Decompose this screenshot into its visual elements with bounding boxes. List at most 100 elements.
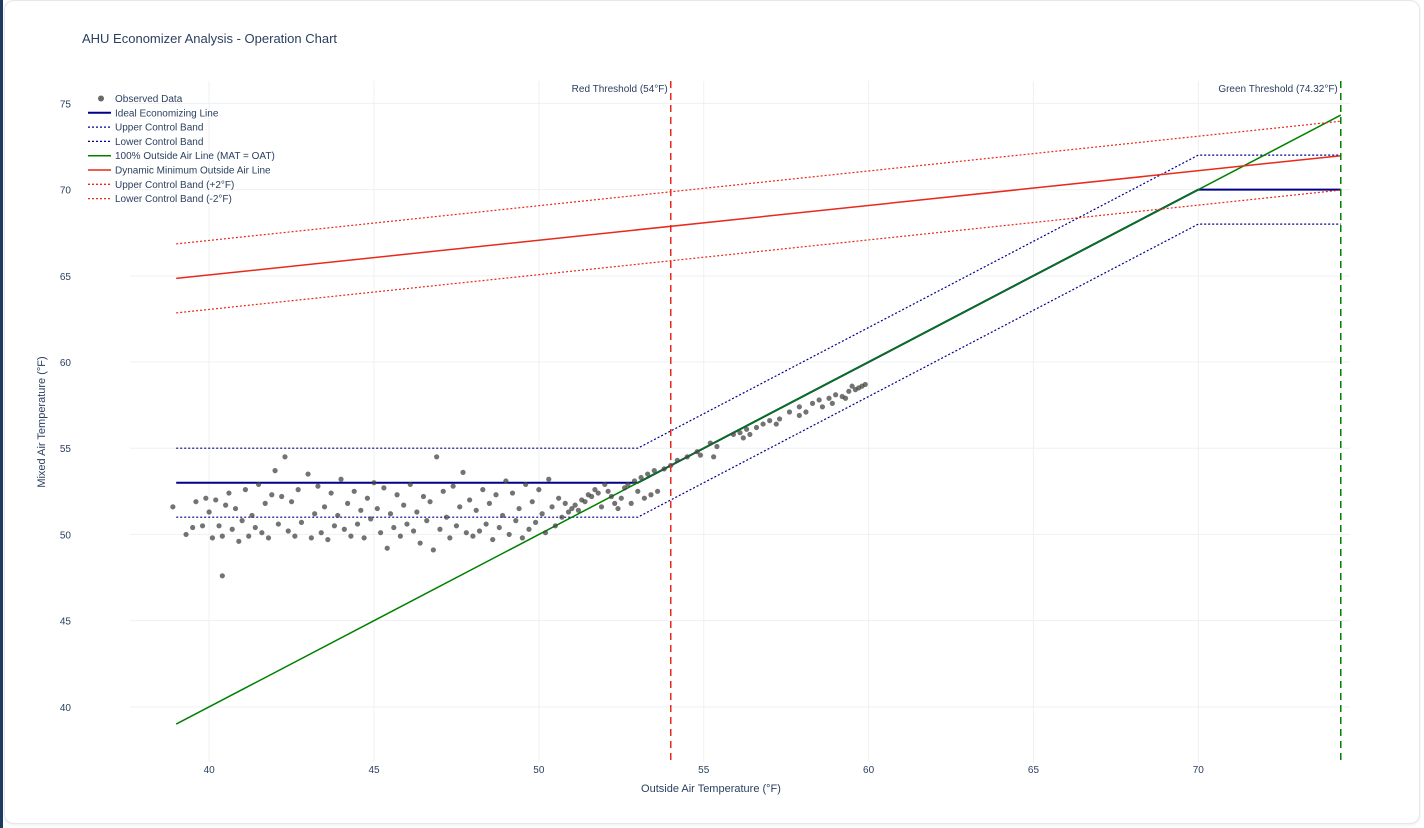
observed-data-point (434, 454, 440, 460)
observed-data-point (760, 421, 766, 427)
observed-data-point (216, 523, 222, 529)
observed-data-point (743, 426, 750, 432)
observed-data-point (275, 521, 281, 527)
observed-data-point (226, 490, 232, 496)
observed-data-point (552, 523, 558, 529)
observed-data-point (635, 488, 641, 494)
observed-data-point (295, 487, 301, 493)
observed-data-point (193, 499, 199, 505)
observed-data-point (453, 523, 460, 529)
observed-data-point (638, 474, 644, 481)
legend-label: 100% Outside Air Line (MAT = OAT) (115, 151, 275, 162)
legend-label: Lower Control Band (115, 137, 203, 148)
x-tick-label: 65 (1028, 765, 1040, 776)
observed-data-point (730, 431, 737, 438)
x-tick-label: 60 (863, 765, 875, 776)
threshold-label: Red Threshold (54°F) (572, 84, 668, 95)
observed-data-point (483, 521, 489, 527)
series-line-6 (176, 120, 1341, 245)
observed-data-point (569, 505, 575, 512)
observed-data-point (387, 511, 394, 517)
y-tick-label: 45 (60, 617, 72, 628)
observed-data-point (377, 530, 384, 536)
observed-data-point (532, 519, 539, 525)
legend-item[interactable]: 100% Outside Air Line (MAT = OAT) (88, 151, 275, 162)
legend-item[interactable]: Upper Control Band (+2°F) (88, 180, 234, 191)
legend-item[interactable]: Lower Control Band (88, 137, 203, 148)
observed-data-point (549, 504, 555, 510)
observed-data-point (631, 478, 638, 484)
observed-data-point (747, 431, 753, 438)
x-tick-label: 70 (1193, 765, 1205, 776)
observed-data-point (641, 495, 647, 501)
series-line-1 (176, 188, 1341, 484)
observed-data-point (252, 524, 258, 531)
observed-data-point (298, 519, 305, 525)
observed-data-point (374, 505, 380, 512)
observed-data-point (410, 528, 417, 534)
observed-data-point (354, 521, 361, 527)
observed-data-point (272, 468, 278, 474)
observed-data-point (602, 481, 608, 488)
observed-data-point (592, 487, 598, 493)
observed-data-point (404, 521, 410, 527)
legend-item[interactable]: Observed Data (98, 94, 183, 105)
observed-data-point (401, 502, 407, 508)
observed-data-point (740, 435, 746, 441)
observed-data-point (351, 488, 357, 494)
observed-data-point (753, 424, 760, 431)
observed-data-point (239, 518, 245, 524)
observed-data-point (714, 443, 720, 450)
observed-data-point (816, 397, 822, 403)
observed-data-point (308, 535, 314, 541)
series-line-3 (176, 223, 1341, 518)
observed-data-point (803, 409, 809, 415)
x-tick-labels: 40 45 50 55 60 65 70 (204, 765, 1205, 776)
y-axis-label: Mixed Air Temperature (°F) (36, 356, 48, 487)
observed-data-point (430, 547, 436, 553)
observed-data-point (341, 526, 347, 532)
x-tick-label: 40 (204, 765, 216, 776)
observed-data-point (786, 409, 793, 415)
observed-data-point (480, 487, 486, 493)
y-tick-label: 70 (60, 186, 72, 197)
observed-data-point (361, 535, 367, 541)
observed-data-point (262, 500, 268, 506)
observed-data-point (292, 533, 298, 539)
observed-data-point (595, 490, 601, 496)
legend-item[interactable]: Lower Control Band (-2°F) (88, 194, 232, 205)
observed-data-point (199, 523, 206, 529)
legend-label: Observed Data (115, 94, 183, 105)
observed-data-point (796, 404, 802, 410)
observed-data-point (338, 476, 344, 482)
observed-data-point (331, 523, 338, 529)
observed-data-point (562, 500, 568, 506)
observed-data-point (684, 454, 690, 460)
y-tick-label: 60 (60, 358, 72, 369)
legend-item[interactable]: Dynamic Minimum Outside Air Line (88, 166, 271, 177)
observed-data-point (846, 388, 852, 394)
observed-data-point (559, 514, 565, 520)
observed-data-point (842, 395, 849, 401)
legend[interactable]: Observed Data Ideal Economizing Line Upper… (88, 94, 275, 205)
observed-data-point (575, 507, 582, 513)
observed-data-point (407, 481, 413, 488)
observed-data-point (473, 507, 479, 513)
observed-data-point (335, 512, 341, 519)
observed-data-point (463, 530, 469, 536)
observed-data-point (651, 468, 657, 474)
observed-data-point (516, 505, 522, 512)
legend-item[interactable]: Upper Control Band (88, 123, 203, 134)
legend-item[interactable]: Ideal Economizing Line (88, 108, 219, 119)
observed-data-point (628, 500, 634, 506)
observed-data-point (325, 536, 331, 543)
legend-label: Upper Control Band (115, 123, 203, 134)
legend-label: Lower Control Band (-2°F) (115, 194, 232, 205)
y-tick-label: 75 (60, 99, 72, 110)
observed-data-point (612, 500, 618, 506)
observed-data-point (645, 471, 651, 477)
observed-data-point (605, 488, 611, 494)
observed-data-point (546, 476, 552, 482)
observed-data-point (773, 421, 779, 427)
